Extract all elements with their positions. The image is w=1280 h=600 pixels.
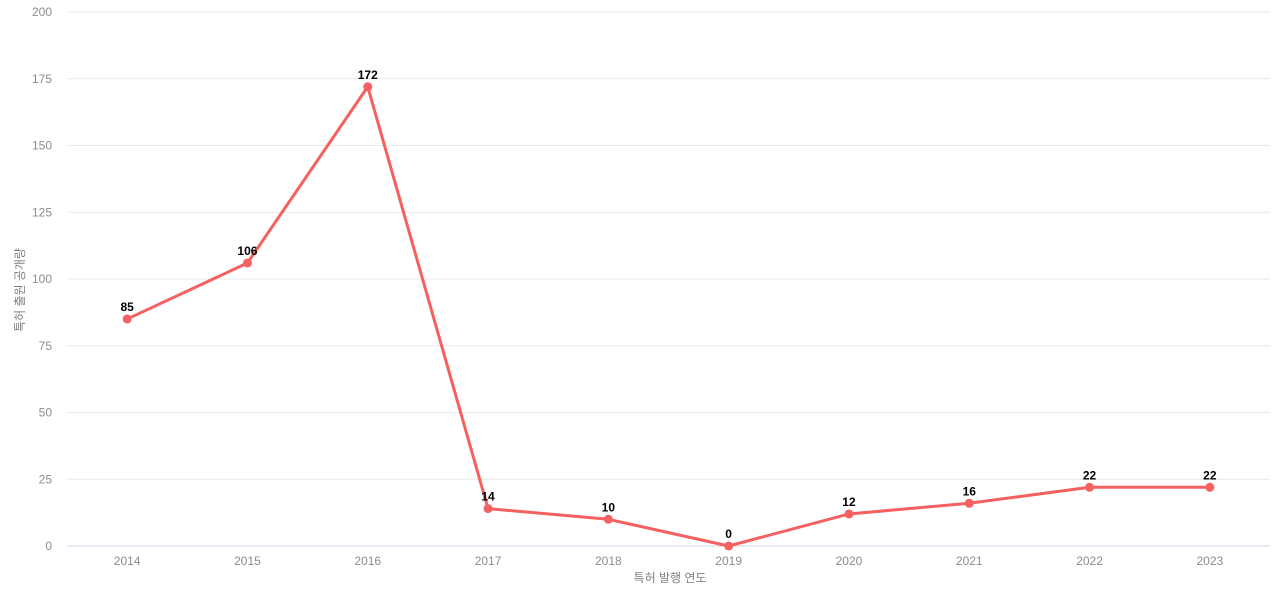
series-line xyxy=(125,85,1212,548)
x-tick-label: 2016 xyxy=(354,554,381,568)
y-tick-label: 50 xyxy=(39,406,53,420)
data-point[interactable] xyxy=(603,514,613,524)
x-tick-label: 2014 xyxy=(114,554,141,568)
data-point[interactable] xyxy=(964,498,974,508)
data-point-label: 16 xyxy=(963,484,977,498)
data-point-label: 172 xyxy=(358,68,378,82)
data-point[interactable] xyxy=(122,314,132,324)
x-tick-label: 2020 xyxy=(836,554,863,568)
value-label-layer: 85 106 172 14 10 0 12 16 22 22 xyxy=(120,68,1216,541)
y-tick-label: 175 xyxy=(32,72,52,86)
data-point[interactable] xyxy=(844,509,854,519)
data-point-label: 12 xyxy=(842,495,856,509)
data-point-label: 85 xyxy=(120,300,134,314)
data-point[interactable] xyxy=(242,258,252,268)
x-tick-label: 2022 xyxy=(1076,554,1103,568)
y-axis-title: 특허 출원 공개량 xyxy=(13,248,27,332)
x-axis-title: 특허 발행 연도 xyxy=(634,570,707,585)
x-tick-label: 2023 xyxy=(1196,554,1223,568)
data-point[interactable] xyxy=(483,504,493,514)
data-point[interactable] xyxy=(1085,482,1095,492)
data-point-label: 14 xyxy=(481,490,495,504)
y-tick-label: 25 xyxy=(39,472,53,486)
series-layer xyxy=(122,82,1215,551)
data-point-label: 22 xyxy=(1083,468,1097,482)
data-point[interactable] xyxy=(1205,482,1215,492)
y-tick-label: 150 xyxy=(32,139,52,153)
x-tick-label: 2021 xyxy=(956,554,983,568)
x-tick-label: 2018 xyxy=(595,554,622,568)
data-point-label: 22 xyxy=(1203,468,1217,482)
x-tick-label: 2015 xyxy=(234,554,261,568)
grid-layer xyxy=(67,11,1270,547)
y-tick-label: 200 xyxy=(32,5,52,19)
data-point-label: 10 xyxy=(602,500,616,514)
data-point-label: 0 xyxy=(725,527,732,541)
data-point[interactable] xyxy=(724,541,734,551)
x-tick-label: 2019 xyxy=(715,554,742,568)
data-point-label: 106 xyxy=(237,244,257,258)
x-tick-label: 2017 xyxy=(475,554,502,568)
y-tick-label: 75 xyxy=(39,339,53,353)
data-point[interactable] xyxy=(363,82,373,92)
y-tick-label: 125 xyxy=(32,205,52,219)
y-tick-label: 0 xyxy=(45,539,52,553)
y-tick-label: 100 xyxy=(32,272,52,286)
